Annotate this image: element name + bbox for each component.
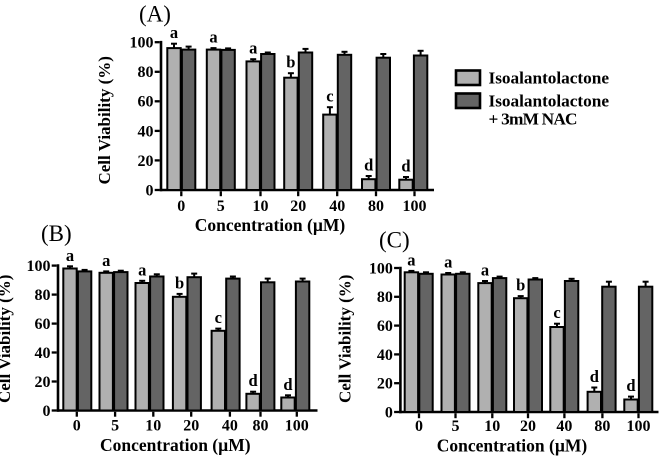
svg-text:20: 20	[138, 153, 154, 170]
svg-text:60: 60	[138, 94, 154, 111]
svg-text:0: 0	[73, 418, 81, 435]
svg-text:5: 5	[217, 198, 225, 215]
svg-text:60: 60	[377, 318, 393, 335]
svg-text:a: a	[102, 251, 110, 270]
svg-text:0: 0	[385, 404, 393, 421]
svg-text:c: c	[215, 308, 222, 327]
svg-text:a: a	[407, 250, 415, 269]
svg-text:40: 40	[377, 347, 393, 364]
svg-text:d: d	[401, 157, 410, 176]
svg-text:d: d	[364, 156, 373, 175]
svg-text:40: 40	[329, 198, 345, 215]
svg-text:100: 100	[27, 258, 51, 275]
svg-text:20: 20	[377, 376, 393, 393]
svg-text:5: 5	[452, 418, 460, 435]
svg-text:0: 0	[177, 198, 185, 215]
svg-text:a: a	[481, 261, 489, 280]
svg-text:Concentration (µM): Concentration (µM)	[195, 215, 346, 235]
svg-text:80: 80	[368, 198, 384, 215]
svg-text:40: 40	[556, 418, 572, 435]
svg-text:80: 80	[594, 418, 610, 435]
svg-text:20: 20	[290, 198, 306, 215]
svg-text:a: a	[209, 28, 217, 47]
svg-text:Concentration (µM): Concentration (µM)	[437, 436, 588, 456]
svg-text:100: 100	[285, 418, 309, 435]
svg-text:a: a	[170, 23, 178, 42]
svg-text:80: 80	[377, 289, 393, 306]
svg-text:80: 80	[35, 287, 51, 304]
svg-text:d: d	[283, 375, 292, 394]
svg-text:(A): (A)	[139, 2, 171, 27]
svg-text:(C): (C)	[379, 228, 410, 253]
svg-text:40: 40	[222, 418, 238, 435]
svg-text:c: c	[553, 303, 560, 322]
svg-text:Cell Viability (%): Cell Viability (%)	[0, 275, 14, 403]
svg-text:a: a	[138, 260, 146, 279]
svg-text:c: c	[326, 87, 333, 106]
svg-text:40: 40	[138, 123, 154, 140]
svg-text:a: a	[444, 253, 452, 272]
svg-text:10: 10	[484, 418, 500, 435]
svg-text:100: 100	[369, 260, 393, 277]
svg-text:Concentration (µM): Concentration (µM)	[100, 435, 251, 455]
svg-text:a: a	[66, 246, 74, 265]
svg-text:100: 100	[130, 35, 154, 52]
svg-text:20: 20	[35, 374, 51, 391]
svg-text:Cell Viability (%): Cell Viability (%)	[336, 275, 355, 403]
svg-text:Cell Viability (%): Cell Viability (%)	[95, 56, 114, 184]
svg-text:0: 0	[146, 182, 154, 199]
svg-text:20: 20	[183, 418, 199, 435]
svg-text:0: 0	[415, 418, 423, 435]
svg-text:40: 40	[35, 345, 51, 362]
svg-text:b: b	[286, 53, 295, 72]
svg-text:d: d	[249, 371, 258, 390]
svg-text:a: a	[249, 39, 257, 58]
svg-text:(B): (B)	[41, 221, 72, 246]
svg-text:5: 5	[111, 418, 119, 435]
svg-text:Isoalantolactone: Isoalantolactone	[489, 69, 610, 88]
svg-text:10: 10	[145, 418, 161, 435]
svg-text:60: 60	[35, 316, 51, 333]
svg-text:Isoalantolactone: Isoalantolactone	[489, 92, 610, 111]
svg-text:80: 80	[138, 64, 154, 81]
svg-text:b: b	[175, 273, 184, 292]
svg-text:+ 3mM NAC: + 3mM NAC	[489, 110, 578, 129]
svg-text:10: 10	[253, 198, 269, 215]
svg-text:d: d	[626, 376, 635, 395]
svg-text:100: 100	[403, 198, 427, 215]
svg-text:d: d	[590, 367, 599, 386]
svg-text:20: 20	[520, 418, 536, 435]
svg-text:b: b	[516, 276, 525, 295]
svg-text:0: 0	[43, 403, 51, 420]
svg-text:80: 80	[253, 418, 269, 435]
svg-text:100: 100	[627, 418, 651, 435]
